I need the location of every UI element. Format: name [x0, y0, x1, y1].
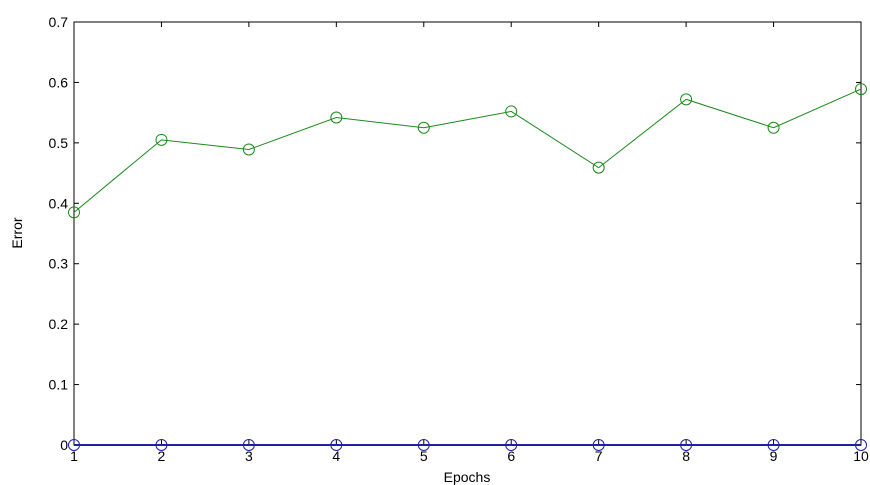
data-point [505, 439, 518, 451]
x-axis-label: Epochs [444, 469, 491, 485]
x-tick-label: 3 [245, 448, 253, 464]
data-point [680, 93, 693, 106]
series-layer [68, 83, 867, 451]
data-point [855, 83, 867, 96]
data-point [242, 439, 255, 451]
x-tick-label: 6 [507, 448, 515, 464]
series-2 [68, 439, 867, 451]
y-tick-label: 0.7 [49, 14, 69, 30]
y-axis-label: Error [9, 217, 25, 248]
y-tick-label: 0.1 [49, 377, 69, 393]
x-tick-label: 9 [770, 448, 778, 464]
series-line [73, 88, 862, 213]
x-tick-label: 7 [595, 448, 603, 464]
y-axis: 0 0.1 0.2 0.3 0.4 0.5 0.6 0.7 [49, 14, 861, 453]
data-point [592, 439, 605, 451]
x-tick-label: 4 [332, 448, 340, 464]
series-1 [68, 83, 867, 219]
data-point [155, 439, 168, 451]
data-point [767, 439, 780, 451]
data-point [68, 206, 80, 219]
data-point [155, 133, 168, 146]
x-axis: 1 2 3 4 5 6 7 8 9 10 [70, 22, 869, 464]
data-point [417, 121, 430, 134]
plot-area [73, 21, 862, 446]
data-point [505, 105, 518, 118]
data-point [592, 161, 605, 174]
data-point [330, 111, 343, 124]
x-tick-label: 5 [420, 448, 428, 464]
y-tick-label: 0.4 [49, 195, 69, 211]
y-tick-label: 0.2 [49, 316, 69, 332]
x-tick-label: 1 [70, 448, 78, 464]
data-point [855, 439, 867, 451]
y-tick-label: 0.6 [49, 74, 69, 90]
data-point [330, 439, 343, 451]
x-tick-label: 10 [853, 448, 869, 464]
data-point [680, 439, 693, 451]
y-tick-label: 0.5 [49, 135, 69, 151]
data-point [68, 439, 80, 451]
data-point [417, 439, 430, 451]
y-tick-label: 0 [60, 437, 68, 453]
data-point [767, 121, 780, 134]
x-tick-label: 2 [158, 448, 166, 464]
data-point [242, 143, 255, 156]
x-tick-label: 8 [682, 448, 690, 464]
y-tick-label: 0.3 [49, 256, 69, 272]
